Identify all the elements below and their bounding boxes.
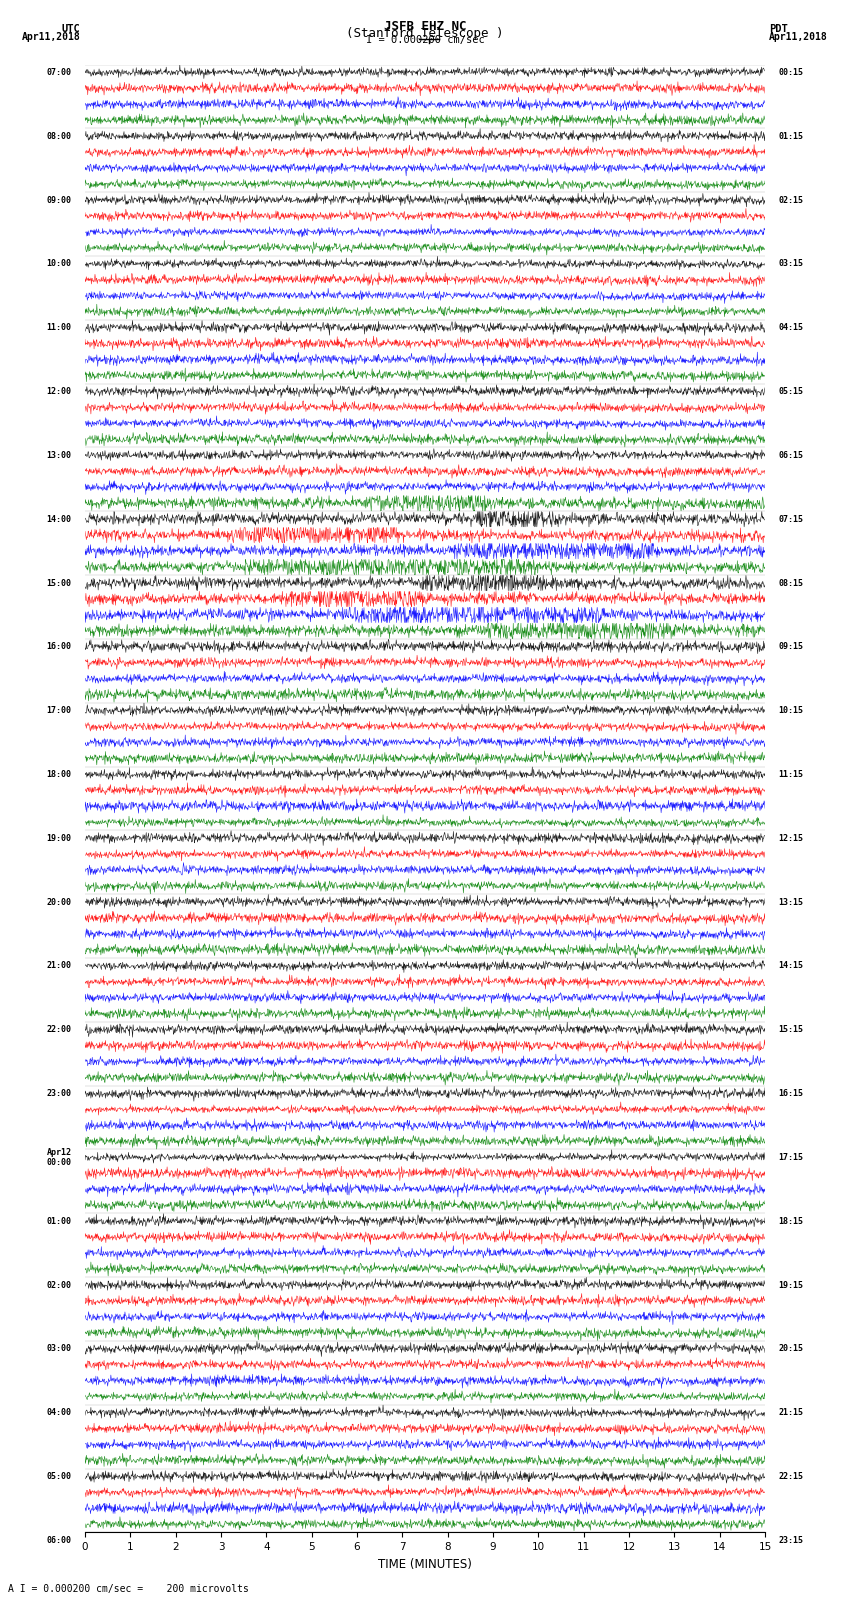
Text: 02:15: 02:15 <box>779 195 803 205</box>
Text: 05:00: 05:00 <box>47 1473 71 1481</box>
Text: 17:00: 17:00 <box>47 706 71 715</box>
Text: 01:00: 01:00 <box>47 1216 71 1226</box>
Text: I = 0.000200 cm/sec: I = 0.000200 cm/sec <box>366 35 484 45</box>
Text: 09:00: 09:00 <box>47 195 71 205</box>
Text: 00:15: 00:15 <box>779 68 803 77</box>
Text: 11:00: 11:00 <box>47 323 71 332</box>
Text: PDT: PDT <box>769 24 788 34</box>
Text: Apr12
00:00: Apr12 00:00 <box>47 1148 71 1168</box>
Text: JSFB EHZ NC: JSFB EHZ NC <box>383 19 467 34</box>
Text: 01:15: 01:15 <box>779 132 803 140</box>
Text: 13:15: 13:15 <box>779 898 803 907</box>
Text: 18:15: 18:15 <box>779 1216 803 1226</box>
Text: 11:15: 11:15 <box>779 769 803 779</box>
Text: 06:00: 06:00 <box>47 1536 71 1545</box>
Text: 06:15: 06:15 <box>779 452 803 460</box>
Text: 10:00: 10:00 <box>47 260 71 268</box>
Text: UTC: UTC <box>62 24 81 34</box>
Text: 19:00: 19:00 <box>47 834 71 844</box>
Text: 17:15: 17:15 <box>779 1153 803 1161</box>
X-axis label: TIME (MINUTES): TIME (MINUTES) <box>378 1558 472 1571</box>
Text: 12:15: 12:15 <box>779 834 803 844</box>
Text: 14:00: 14:00 <box>47 515 71 524</box>
Text: (Stanford Telescope ): (Stanford Telescope ) <box>346 27 504 40</box>
Text: 08:15: 08:15 <box>779 579 803 587</box>
Text: 15:15: 15:15 <box>779 1026 803 1034</box>
Text: 02:00: 02:00 <box>47 1281 71 1289</box>
Text: 15:00: 15:00 <box>47 579 71 587</box>
Text: 21:00: 21:00 <box>47 961 71 971</box>
Text: 10:15: 10:15 <box>779 706 803 715</box>
Text: Apr11,2018: Apr11,2018 <box>22 32 81 42</box>
Text: 03:00: 03:00 <box>47 1344 71 1353</box>
Text: 13:00: 13:00 <box>47 452 71 460</box>
Text: 22:00: 22:00 <box>47 1026 71 1034</box>
Text: 04:00: 04:00 <box>47 1408 71 1418</box>
Text: 18:00: 18:00 <box>47 769 71 779</box>
Text: 20:00: 20:00 <box>47 898 71 907</box>
Text: 23:15: 23:15 <box>779 1536 803 1545</box>
Text: 05:15: 05:15 <box>779 387 803 397</box>
Text: 07:15: 07:15 <box>779 515 803 524</box>
Text: 16:15: 16:15 <box>779 1089 803 1098</box>
Text: 09:15: 09:15 <box>779 642 803 652</box>
Text: 08:00: 08:00 <box>47 132 71 140</box>
Text: A I = 0.000200 cm/sec =    200 microvolts: A I = 0.000200 cm/sec = 200 microvolts <box>8 1584 249 1594</box>
Text: 16:00: 16:00 <box>47 642 71 652</box>
Text: 20:15: 20:15 <box>779 1344 803 1353</box>
Text: 12:00: 12:00 <box>47 387 71 397</box>
Text: 04:15: 04:15 <box>779 323 803 332</box>
Text: 21:15: 21:15 <box>779 1408 803 1418</box>
Text: 22:15: 22:15 <box>779 1473 803 1481</box>
Text: 19:15: 19:15 <box>779 1281 803 1289</box>
Text: 03:15: 03:15 <box>779 260 803 268</box>
Text: 14:15: 14:15 <box>779 961 803 971</box>
Text: Apr11,2018: Apr11,2018 <box>769 32 828 42</box>
Text: 07:00: 07:00 <box>47 68 71 77</box>
Text: 23:00: 23:00 <box>47 1089 71 1098</box>
